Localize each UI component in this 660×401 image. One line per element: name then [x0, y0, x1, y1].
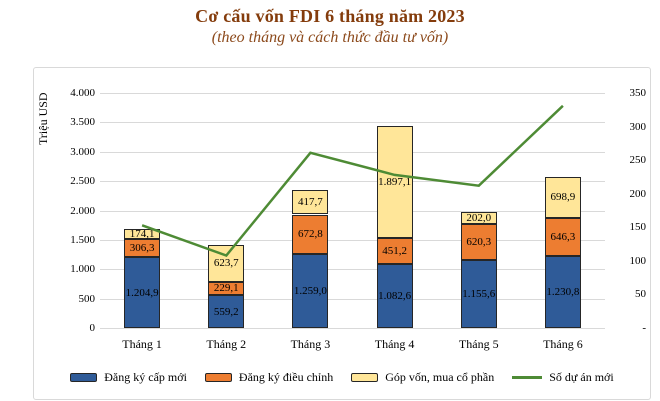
bar-segment-label: 202,0: [466, 211, 492, 224]
bar-segment-label: 646,3: [550, 230, 576, 243]
x-axis-category-label: Tháng 2: [206, 337, 247, 351]
left-axis-tick-label: 1.000: [70, 263, 95, 276]
legend-label: Số dự án mới: [549, 370, 614, 384]
legend-item: Số dự án mới: [512, 370, 614, 385]
gridline: [100, 328, 605, 329]
chart-legend: Đăng ký cấp mới Đăng ký điều chỉnh Góp vốn…: [33, 370, 651, 385]
bar-segment-label: 620,3: [466, 235, 492, 248]
right-axis-tick-label: 300: [629, 120, 647, 133]
bar-segment-label: 1.897,1: [378, 176, 412, 189]
legend-item: Góp vốn, mua cổ phần: [351, 370, 494, 385]
right-axis-tick-label: 150: [629, 221, 647, 234]
right-axis-tick-label: -: [642, 322, 646, 334]
gridline: [100, 298, 605, 300]
bar-segment-label: 1.259,0: [293, 285, 327, 298]
bar-segment-label: 1.230,8: [546, 285, 580, 298]
x-axis-category-label: Tháng 4: [374, 337, 415, 351]
legend-label: Đăng ký cấp mới: [104, 370, 187, 384]
bar-segment: [544, 255, 581, 328]
legend-label: Góp vốn, mua cổ phần: [385, 370, 495, 384]
left-axis-tick-label: 3.000: [70, 145, 95, 158]
legend-color-swatch: [70, 373, 98, 382]
gridline: [100, 122, 605, 124]
gridline: [100, 239, 605, 241]
bar-segment-label: 623,7: [213, 257, 239, 270]
left-axis-tick-label: 3.500: [70, 116, 95, 129]
right-axis-tick-label: 350: [629, 87, 647, 99]
gridline: [100, 210, 605, 212]
left-axis-tick-label: 2.500: [70, 175, 95, 188]
gridline: [100, 93, 605, 94]
bar-segment-label: 306,3: [129, 242, 155, 255]
bar-segment-label: 559,2: [213, 305, 239, 318]
left-axis-tick-label: 2.000: [70, 204, 95, 217]
bar-segment: [460, 260, 497, 328]
legend-item: Đăng ký cấp mới: [70, 370, 187, 385]
bar-segment-label: 451,2: [382, 245, 407, 258]
bar-segment-label: 229,1: [213, 282, 239, 295]
left-axis-tick-label: 500: [78, 292, 96, 305]
bar-segment: [208, 295, 245, 328]
legend-item: Đăng ký điều chỉnh: [204, 370, 334, 385]
right-axis-tick-label: 100: [629, 254, 647, 267]
left-axis-tick-label: 1.500: [70, 233, 95, 246]
x-axis-category-label: Tháng 6: [543, 337, 583, 351]
right-axis-tick-label: 50: [635, 288, 646, 301]
x-axis-category-label: Tháng 1: [122, 337, 162, 351]
gridline: [100, 181, 605, 183]
legend-color-swatch: [351, 373, 379, 382]
bar-segment: [208, 281, 245, 296]
gridline: [100, 269, 605, 271]
bar-segment-label: 672,8: [298, 228, 323, 241]
bar-segment-label: 698,9: [550, 191, 576, 204]
left-axis-tick-label: 4.000: [70, 87, 95, 99]
right-axis-tick-label: 250: [629, 154, 647, 167]
legend-label: Đăng ký điều chỉnh: [238, 370, 334, 384]
bar-segment-label: 417,7: [298, 196, 323, 209]
bar-segment-label: 1.082,6: [378, 290, 412, 303]
legend-color-swatch: [204, 373, 232, 382]
bar-segment: [124, 257, 161, 328]
x-axis-category-label: Tháng 5: [458, 337, 499, 351]
bar-segment-label: 1.155,6: [462, 288, 496, 301]
gridline: [100, 151, 605, 153]
bar-segment-label: 174,1: [129, 228, 155, 241]
right-axis-tick-label: 200: [629, 187, 647, 200]
left-axis-tick-label: 0: [89, 322, 96, 334]
bar-segment: [376, 264, 413, 328]
chart-subtitle: (theo tháng và cách thức đầu tư vốn): [211, 29, 449, 46]
bar-segment-label: 1.204,9: [125, 286, 159, 299]
chart-title: Cơ cấu vốn FDI 6 tháng năm 2023: [195, 6, 465, 26]
x-axis-category-label: Tháng 3: [290, 337, 331, 351]
legend-line-swatch: [512, 376, 543, 379]
